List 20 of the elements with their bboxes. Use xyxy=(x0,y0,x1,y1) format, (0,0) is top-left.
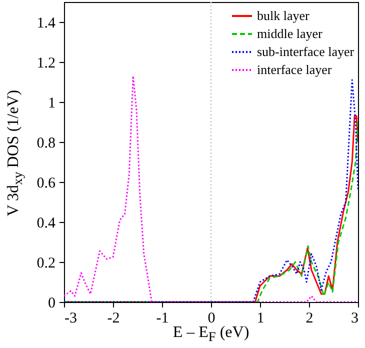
y-tick-label: 0.2 xyxy=(36,256,56,272)
legend-label: middle layer xyxy=(257,26,324,41)
legend-label: bulk layer xyxy=(257,8,310,23)
y-tick-label: 1.4 xyxy=(36,16,56,32)
legend-label: sub-interface layer xyxy=(257,44,355,59)
y-tick-label: 0.4 xyxy=(36,216,56,232)
y-tick-label: 1 xyxy=(48,96,56,112)
y-tick-label: 0.8 xyxy=(36,136,56,152)
x-tick-label: 0 xyxy=(208,310,216,326)
x-tick-label: -1 xyxy=(156,310,169,326)
x-tick-label: 2 xyxy=(306,310,314,326)
x-tick-label: -2 xyxy=(107,310,120,326)
x-axis-title: E – E$_{F}$ (eV) xyxy=(172,324,250,344)
legend-label: interface layer xyxy=(257,62,332,77)
x-tick-label: 1 xyxy=(256,310,264,326)
y-tick-label: 0.6 xyxy=(36,176,56,192)
y-tick-label: 0 xyxy=(48,296,56,312)
y-tick-label: 1.2 xyxy=(36,56,56,72)
x-tick-label: 3 xyxy=(351,310,358,326)
x-tick-label: -3 xyxy=(64,310,77,326)
